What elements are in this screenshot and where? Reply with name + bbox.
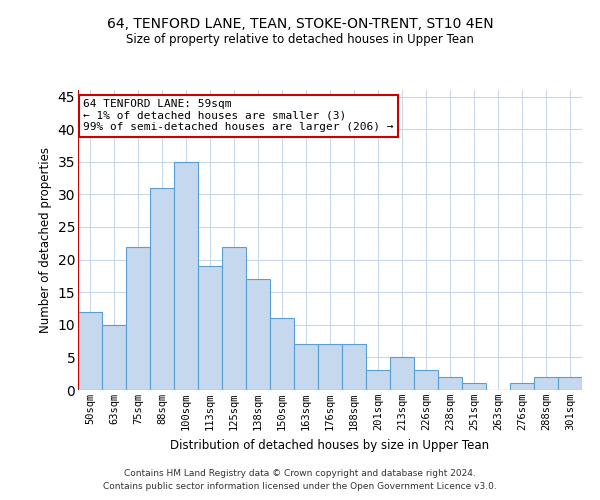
Bar — [462, 384, 486, 390]
Bar — [294, 344, 318, 390]
Bar — [198, 266, 222, 390]
Text: 64, TENFORD LANE, TEAN, STOKE-ON-TRENT, ST10 4EN: 64, TENFORD LANE, TEAN, STOKE-ON-TRENT, … — [107, 18, 493, 32]
Bar — [510, 384, 534, 390]
Bar — [390, 358, 414, 390]
Bar — [414, 370, 438, 390]
Bar — [342, 344, 366, 390]
Bar — [438, 377, 462, 390]
Text: Contains HM Land Registry data © Crown copyright and database right 2024.: Contains HM Land Registry data © Crown c… — [124, 468, 476, 477]
Bar — [78, 312, 102, 390]
Text: Size of property relative to detached houses in Upper Tean: Size of property relative to detached ho… — [126, 32, 474, 46]
Bar — [318, 344, 342, 390]
Bar — [150, 188, 174, 390]
Y-axis label: Number of detached properties: Number of detached properties — [39, 147, 52, 333]
Bar — [366, 370, 390, 390]
Bar — [126, 246, 150, 390]
X-axis label: Distribution of detached houses by size in Upper Tean: Distribution of detached houses by size … — [170, 438, 490, 452]
Bar — [534, 377, 558, 390]
Text: 64 TENFORD LANE: 59sqm
← 1% of detached houses are smaller (3)
99% of semi-detac: 64 TENFORD LANE: 59sqm ← 1% of detached … — [83, 99, 394, 132]
Bar — [246, 279, 270, 390]
Bar — [270, 318, 294, 390]
Bar — [222, 246, 246, 390]
Bar — [102, 325, 126, 390]
Bar — [174, 162, 198, 390]
Bar — [558, 377, 582, 390]
Text: Contains public sector information licensed under the Open Government Licence v3: Contains public sector information licen… — [103, 482, 497, 491]
